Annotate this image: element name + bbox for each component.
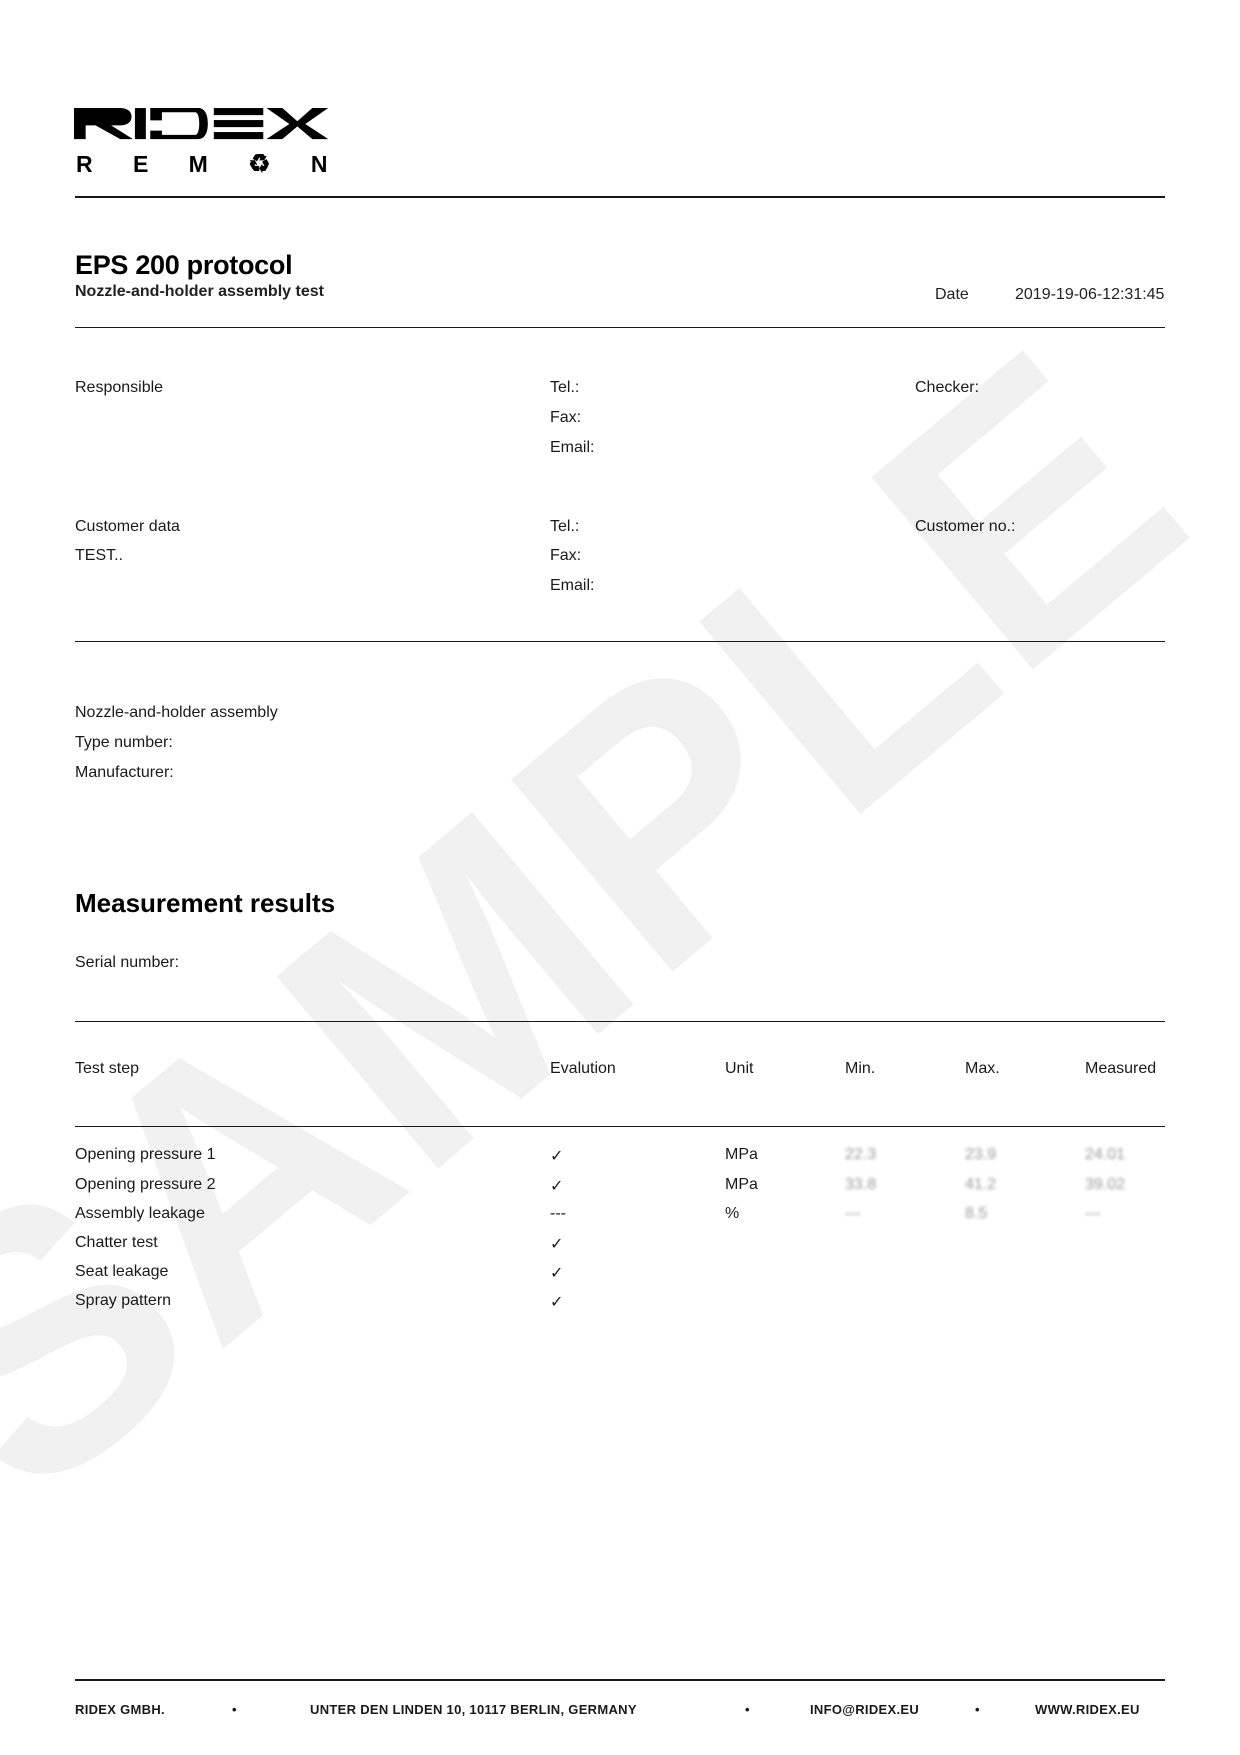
svg-text:SAMPLE: SAMPLE — [0, 275, 1240, 1572]
